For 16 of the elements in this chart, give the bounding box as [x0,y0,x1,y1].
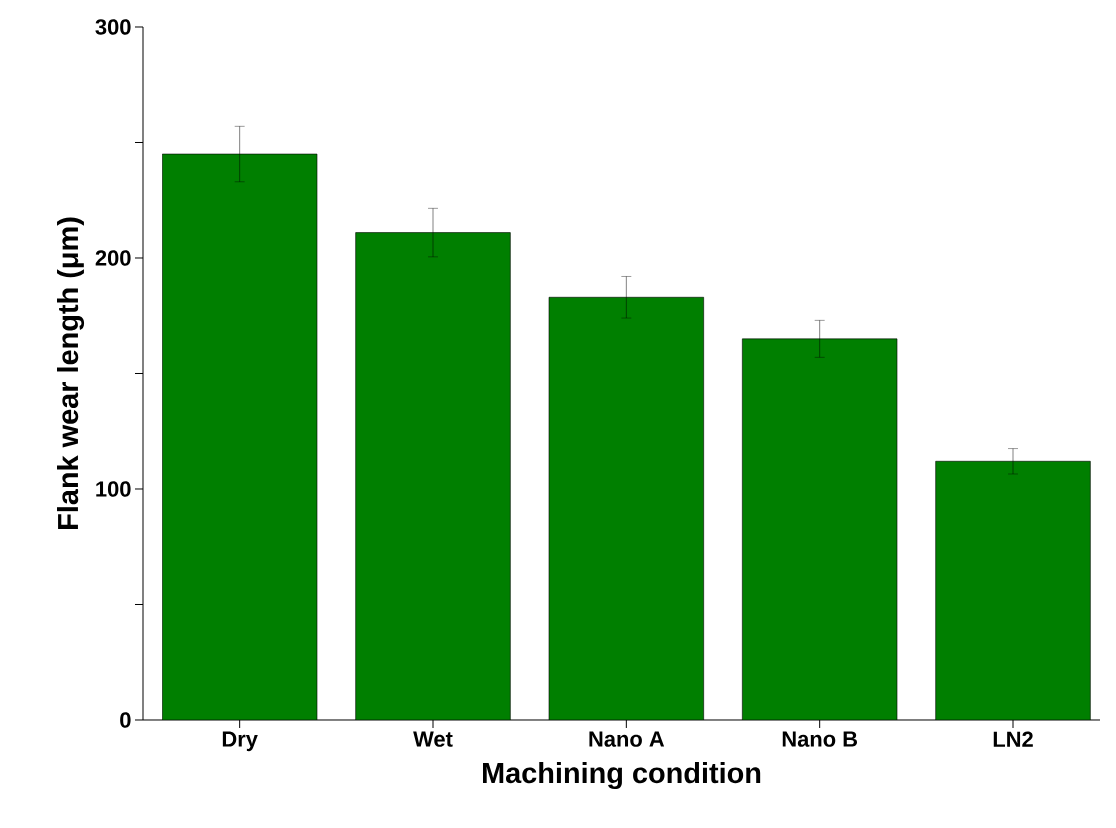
bar [935,460,1091,720]
bar [162,153,318,720]
x-tick-label: Nano B [782,731,858,747]
x-tick-label: Nano A [589,731,665,747]
y-tick-label: 200 [95,250,131,266]
y-tick-label: 100 [96,481,131,497]
bar [742,338,898,720]
y-tick-label: 0 [120,712,131,728]
x-axis-title: Machining condition [483,761,761,790]
x-tick-label: LN2 [993,731,1033,747]
bar [355,232,511,720]
y-axis-title: Flank wear length (μm) [57,217,85,529]
y-tick-label: 300 [95,19,131,35]
bar [548,296,704,720]
x-tick-label: Wet [413,731,453,747]
x-tick-label: Dry [222,731,258,752]
